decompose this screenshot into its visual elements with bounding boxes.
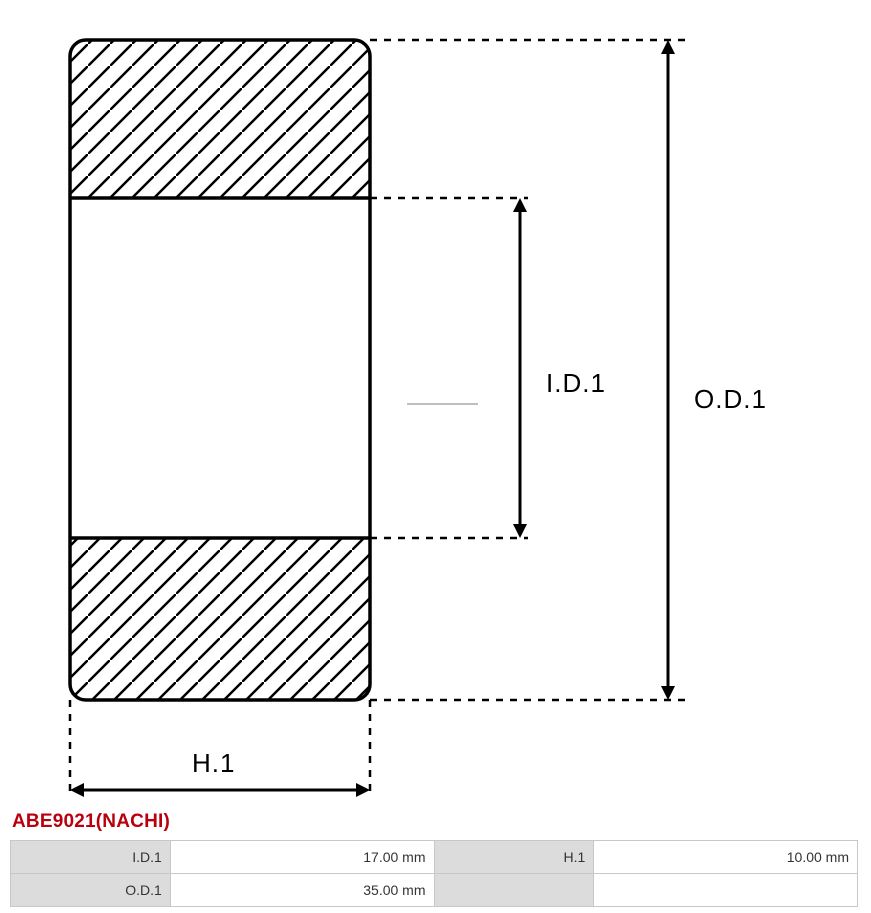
table-row: O.D.1 35.00 mm (11, 874, 858, 907)
svg-text:O.D.1: O.D.1 (694, 384, 767, 414)
dim-value-cell: 17.00 mm (170, 841, 434, 874)
svg-text:I.D.1: I.D.1 (546, 368, 606, 398)
part-number-title: ABE9021(NACHI) (12, 811, 170, 833)
dim-label-cell: H.1 (434, 841, 594, 874)
dim-label-cell: O.D.1 (11, 874, 171, 907)
technical-diagram: O.D.1 I.D.1 H.1 (0, 0, 871, 800)
table-row: I.D.1 17.00 mm H.1 10.00 mm (11, 841, 858, 874)
dim-label-cell: I.D.1 (11, 841, 171, 874)
dim-value-cell: 10.00 mm (594, 841, 858, 874)
dim-value-cell (594, 874, 858, 907)
page-root: O.D.1I.D.1H.1 ABE9021(NACHI) I.D.1 17.00… (0, 0, 871, 913)
dimensions-table: I.D.1 17.00 mm H.1 10.00 mm O.D.1 35.00 … (10, 840, 858, 907)
dim-label-cell (434, 874, 594, 907)
dim-value-cell: 35.00 mm (170, 874, 434, 907)
svg-text:H.1: H.1 (192, 748, 235, 778)
